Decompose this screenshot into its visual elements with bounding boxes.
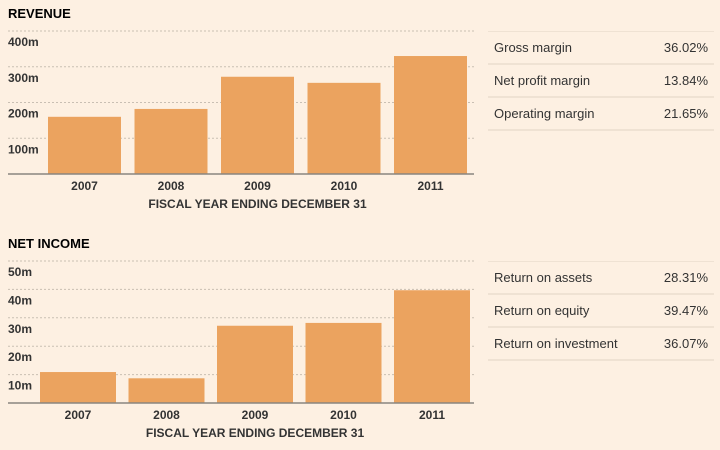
stat-label: Return on assets: [494, 270, 593, 285]
x-tick-label: 2010: [330, 408, 357, 422]
stat-label: Gross margin: [494, 40, 573, 55]
x-tick-label: 2007: [71, 179, 98, 193]
stat-value: 36.07%: [663, 336, 708, 351]
bar-2011: [394, 56, 467, 174]
y-tick-label: 400m: [8, 35, 39, 49]
divider: [488, 261, 714, 262]
bar-2007: [40, 372, 116, 403]
bar-2011: [394, 290, 470, 403]
stat-row-return-on-equity: Return on equity 39.47%: [488, 295, 714, 328]
y-tick-label: 40m: [8, 293, 32, 307]
x-tick-label: 2007: [65, 408, 92, 422]
stat-label: Net profit margin: [494, 73, 591, 88]
y-tick-label: 30m: [8, 322, 32, 336]
y-tick-label: 100m: [8, 142, 39, 156]
x-tick-label: 2008: [153, 408, 180, 422]
stat-row-return-on-assets: Return on assets 28.31%: [488, 262, 714, 295]
stat-row-net-profit-margin: Net profit margin 13.84%: [488, 65, 714, 98]
x-tick-label: 2009: [244, 179, 271, 193]
y-tick-label: 20m: [8, 350, 32, 364]
x-axis-title: FISCAL YEAR ENDING DECEMBER 31: [148, 197, 367, 211]
x-tick-label: 2011: [419, 408, 445, 422]
stat-label: Return on investment: [494, 336, 618, 351]
x-tick-label: 2008: [158, 179, 185, 193]
bar-2007: [48, 116, 121, 174]
stat-value: 28.31%: [663, 270, 708, 285]
x-tick-label: 2011: [417, 179, 443, 193]
divider: [488, 31, 714, 32]
x-tick-label: 2010: [331, 179, 358, 193]
stat-label: Operating margin: [494, 106, 595, 121]
stat-value: 36.02%: [663, 40, 708, 55]
bar-2010: [305, 322, 382, 403]
income-stats-table: Return on assets 28.31% Return on equity 3…: [488, 261, 714, 361]
stat-row-return-on-investment: Return on investment 36.07%: [488, 328, 714, 361]
stat-value: 13.84%: [663, 73, 708, 88]
bar-2009: [217, 325, 293, 403]
bar-2008: [128, 378, 205, 403]
revenue-stats-table: Gross margin 36.02% Net profit margin 13.8…: [488, 31, 714, 131]
stat-value: 21.65%: [663, 106, 708, 121]
net-income-title: NET INCOME: [8, 236, 90, 251]
stat-value: 39.47%: [663, 303, 708, 318]
stat-label: Return on equity: [494, 303, 590, 318]
y-tick-label: 50m: [8, 265, 32, 279]
revenue-title: REVENUE: [8, 6, 71, 21]
y-tick-label: 200m: [8, 107, 39, 121]
bar-2010: [307, 82, 381, 174]
net-income-chart: 10m 20m 30m 40m 50m 2007 2008 2009 2010 2011 FISCA…: [8, 260, 474, 440]
stat-row-gross-margin: Gross margin 36.02%: [488, 32, 714, 65]
bar-2009: [221, 76, 294, 174]
revenue-chart: 100m 200m 300m 400m 2007 2008 2009 2010 2011 FISC…: [8, 30, 474, 211]
x-axis-title: FISCAL YEAR ENDING DECEMBER 31: [146, 426, 365, 440]
y-tick-label: 10m: [8, 379, 32, 393]
stat-row-operating-margin: Operating margin 21.65%: [488, 98, 714, 131]
bar-2008: [134, 108, 208, 174]
y-tick-label: 300m: [8, 71, 39, 85]
x-tick-label: 2009: [242, 408, 269, 422]
